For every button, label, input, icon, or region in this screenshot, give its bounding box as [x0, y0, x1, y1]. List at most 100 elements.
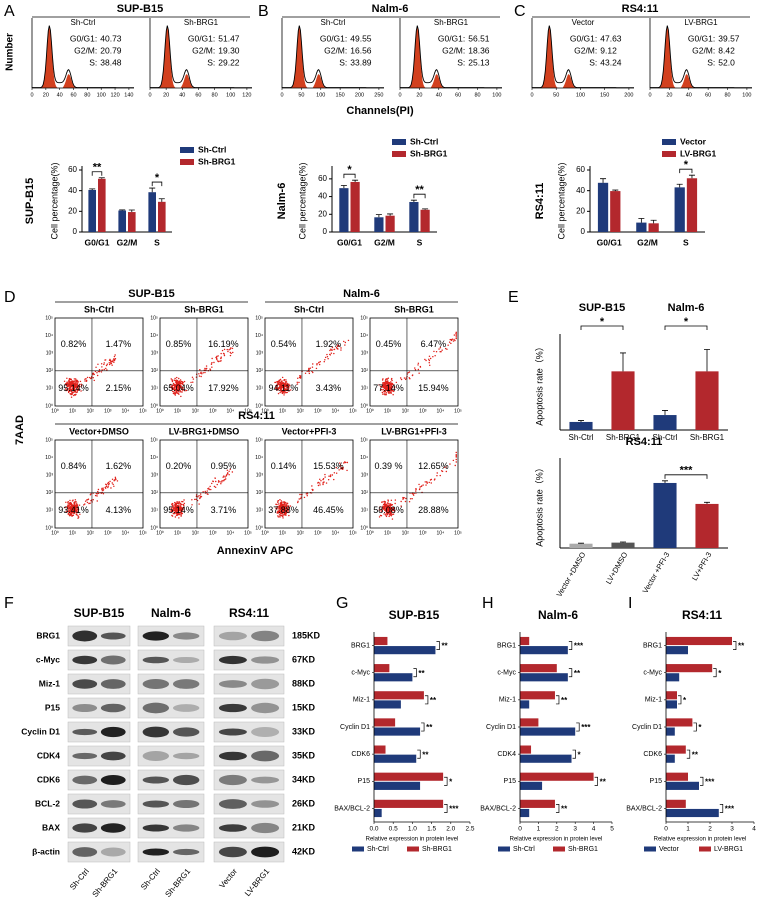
x-tick-label: G2/M — [374, 237, 395, 247]
size-label: 42KD — [292, 846, 316, 856]
y-tick-label: 10⁰ — [255, 403, 263, 409]
y-tick-label: 10⁴ — [150, 333, 158, 339]
blot-band — [251, 846, 280, 858]
panel-letter: E — [508, 289, 519, 306]
y-tick-label: 10³ — [361, 473, 369, 479]
x-tick-label: 80 — [84, 92, 90, 98]
plot-frame — [159, 317, 249, 407]
blot-strip — [137, 673, 205, 695]
y-tick-label: 10² — [151, 368, 159, 374]
legend-label: LV-BRG1 — [714, 846, 743, 853]
panel-letter: A — [4, 3, 15, 20]
stat-value: 39.57 — [718, 33, 740, 43]
plot-name: Vector — [572, 18, 595, 27]
blot-band — [142, 656, 170, 664]
bar — [374, 673, 413, 682]
blot-band — [218, 728, 247, 736]
stat-label: G2/M: — [574, 45, 597, 55]
x-tick-label: 10³ — [314, 530, 322, 536]
blot-band — [172, 727, 200, 737]
y-tick-label: P15 — [504, 778, 517, 785]
bar — [374, 727, 421, 736]
significance-label: ** — [430, 696, 437, 705]
chart-title: RS4:11 — [534, 183, 546, 220]
bar — [520, 745, 532, 754]
significance-label: *** — [725, 805, 735, 814]
error-bar — [578, 542, 584, 544]
bar — [666, 727, 675, 736]
blot-band — [251, 776, 280, 784]
g1-peak — [650, 26, 681, 88]
bar — [374, 808, 382, 818]
significance-label: * — [684, 159, 689, 171]
quadrant-label: 37.88% — [268, 505, 299, 515]
x-tick-label: 10² — [297, 408, 305, 414]
blot-band — [251, 726, 280, 738]
y-tick-label: 10³ — [151, 351, 159, 357]
x-tick-label: S — [417, 237, 423, 247]
group-title: Nalm-6 — [151, 606, 191, 620]
stat-value: 33.89 — [350, 57, 372, 67]
x-tick-label: 140 — [124, 92, 133, 98]
error-bar — [410, 199, 417, 202]
quadrant-label: 3.43% — [316, 383, 342, 393]
x-tick-label: 10⁴ — [332, 530, 340, 536]
protein-label: BRG1 — [36, 630, 60, 640]
error-bar — [128, 209, 135, 213]
quadrant-label: 0.85% — [166, 339, 192, 349]
group-title: Nalm-6 — [372, 3, 409, 15]
blot-band — [218, 655, 247, 665]
bar — [520, 727, 576, 736]
x-tick-label: 10⁵ — [244, 408, 252, 414]
bar — [520, 646, 568, 655]
x-tick-label: 10¹ — [384, 408, 392, 414]
blot-band — [142, 800, 170, 808]
blot-strip — [67, 697, 131, 719]
y-tick-label: BAX/BCL-2 — [626, 805, 662, 812]
x-tick-label: 50 — [553, 92, 559, 98]
protein-label: c-Myc — [36, 654, 60, 664]
quadrant-label: 58.08% — [373, 505, 404, 515]
y-tick-label: BAX/BCL-2 — [480, 805, 516, 812]
group-title: SUP-B15 — [74, 606, 125, 620]
y-tick-label: 10² — [151, 490, 159, 496]
bar — [128, 212, 136, 232]
bar — [653, 482, 677, 548]
blot-strip — [67, 745, 131, 767]
x-tick-label: 80 — [474, 92, 480, 98]
stat-value: 40.73 — [100, 33, 122, 43]
quadrant-label: 95.14% — [58, 383, 89, 393]
stat-value: 51.47 — [218, 33, 240, 43]
blot-band — [142, 631, 170, 641]
x-tick-label: 100 — [97, 92, 106, 98]
bar — [420, 209, 430, 232]
significance-label: *** — [680, 465, 694, 477]
quadrant-label: 4.13% — [106, 505, 132, 515]
stat-label: G0/G1: — [688, 33, 715, 43]
x-tick-label: 10⁵ — [349, 530, 357, 536]
blot-strip — [67, 817, 131, 839]
x-tick-label: 10⁰ — [51, 530, 59, 536]
blot-band — [100, 679, 126, 689]
significance-bracket — [444, 776, 448, 786]
y-tick-label: 10¹ — [361, 508, 369, 514]
size-label: 34KD — [292, 774, 316, 784]
x-tick-label: 10³ — [419, 408, 427, 414]
y-tick-label: Miz-1 — [499, 697, 516, 704]
lane-label: Vector — [218, 867, 240, 890]
error-bar — [688, 174, 695, 179]
g1-peak — [32, 26, 63, 88]
lane-label: Sh-BRG1 — [91, 866, 120, 898]
blot-band — [142, 776, 170, 784]
legend-swatch — [392, 151, 406, 157]
y-tick-label: 10⁴ — [255, 333, 263, 339]
quadrant-label: 93.41% — [58, 505, 89, 515]
blot-strip — [213, 817, 285, 839]
quadrant-label: 16.19% — [208, 339, 239, 349]
plot-name: Sh-Ctrl — [71, 18, 96, 27]
x-tick-label: S — [683, 237, 689, 247]
bar — [666, 754, 675, 763]
stat-label: G2/M: — [74, 45, 97, 55]
blot-band — [100, 847, 126, 857]
blot-strip — [67, 841, 131, 863]
